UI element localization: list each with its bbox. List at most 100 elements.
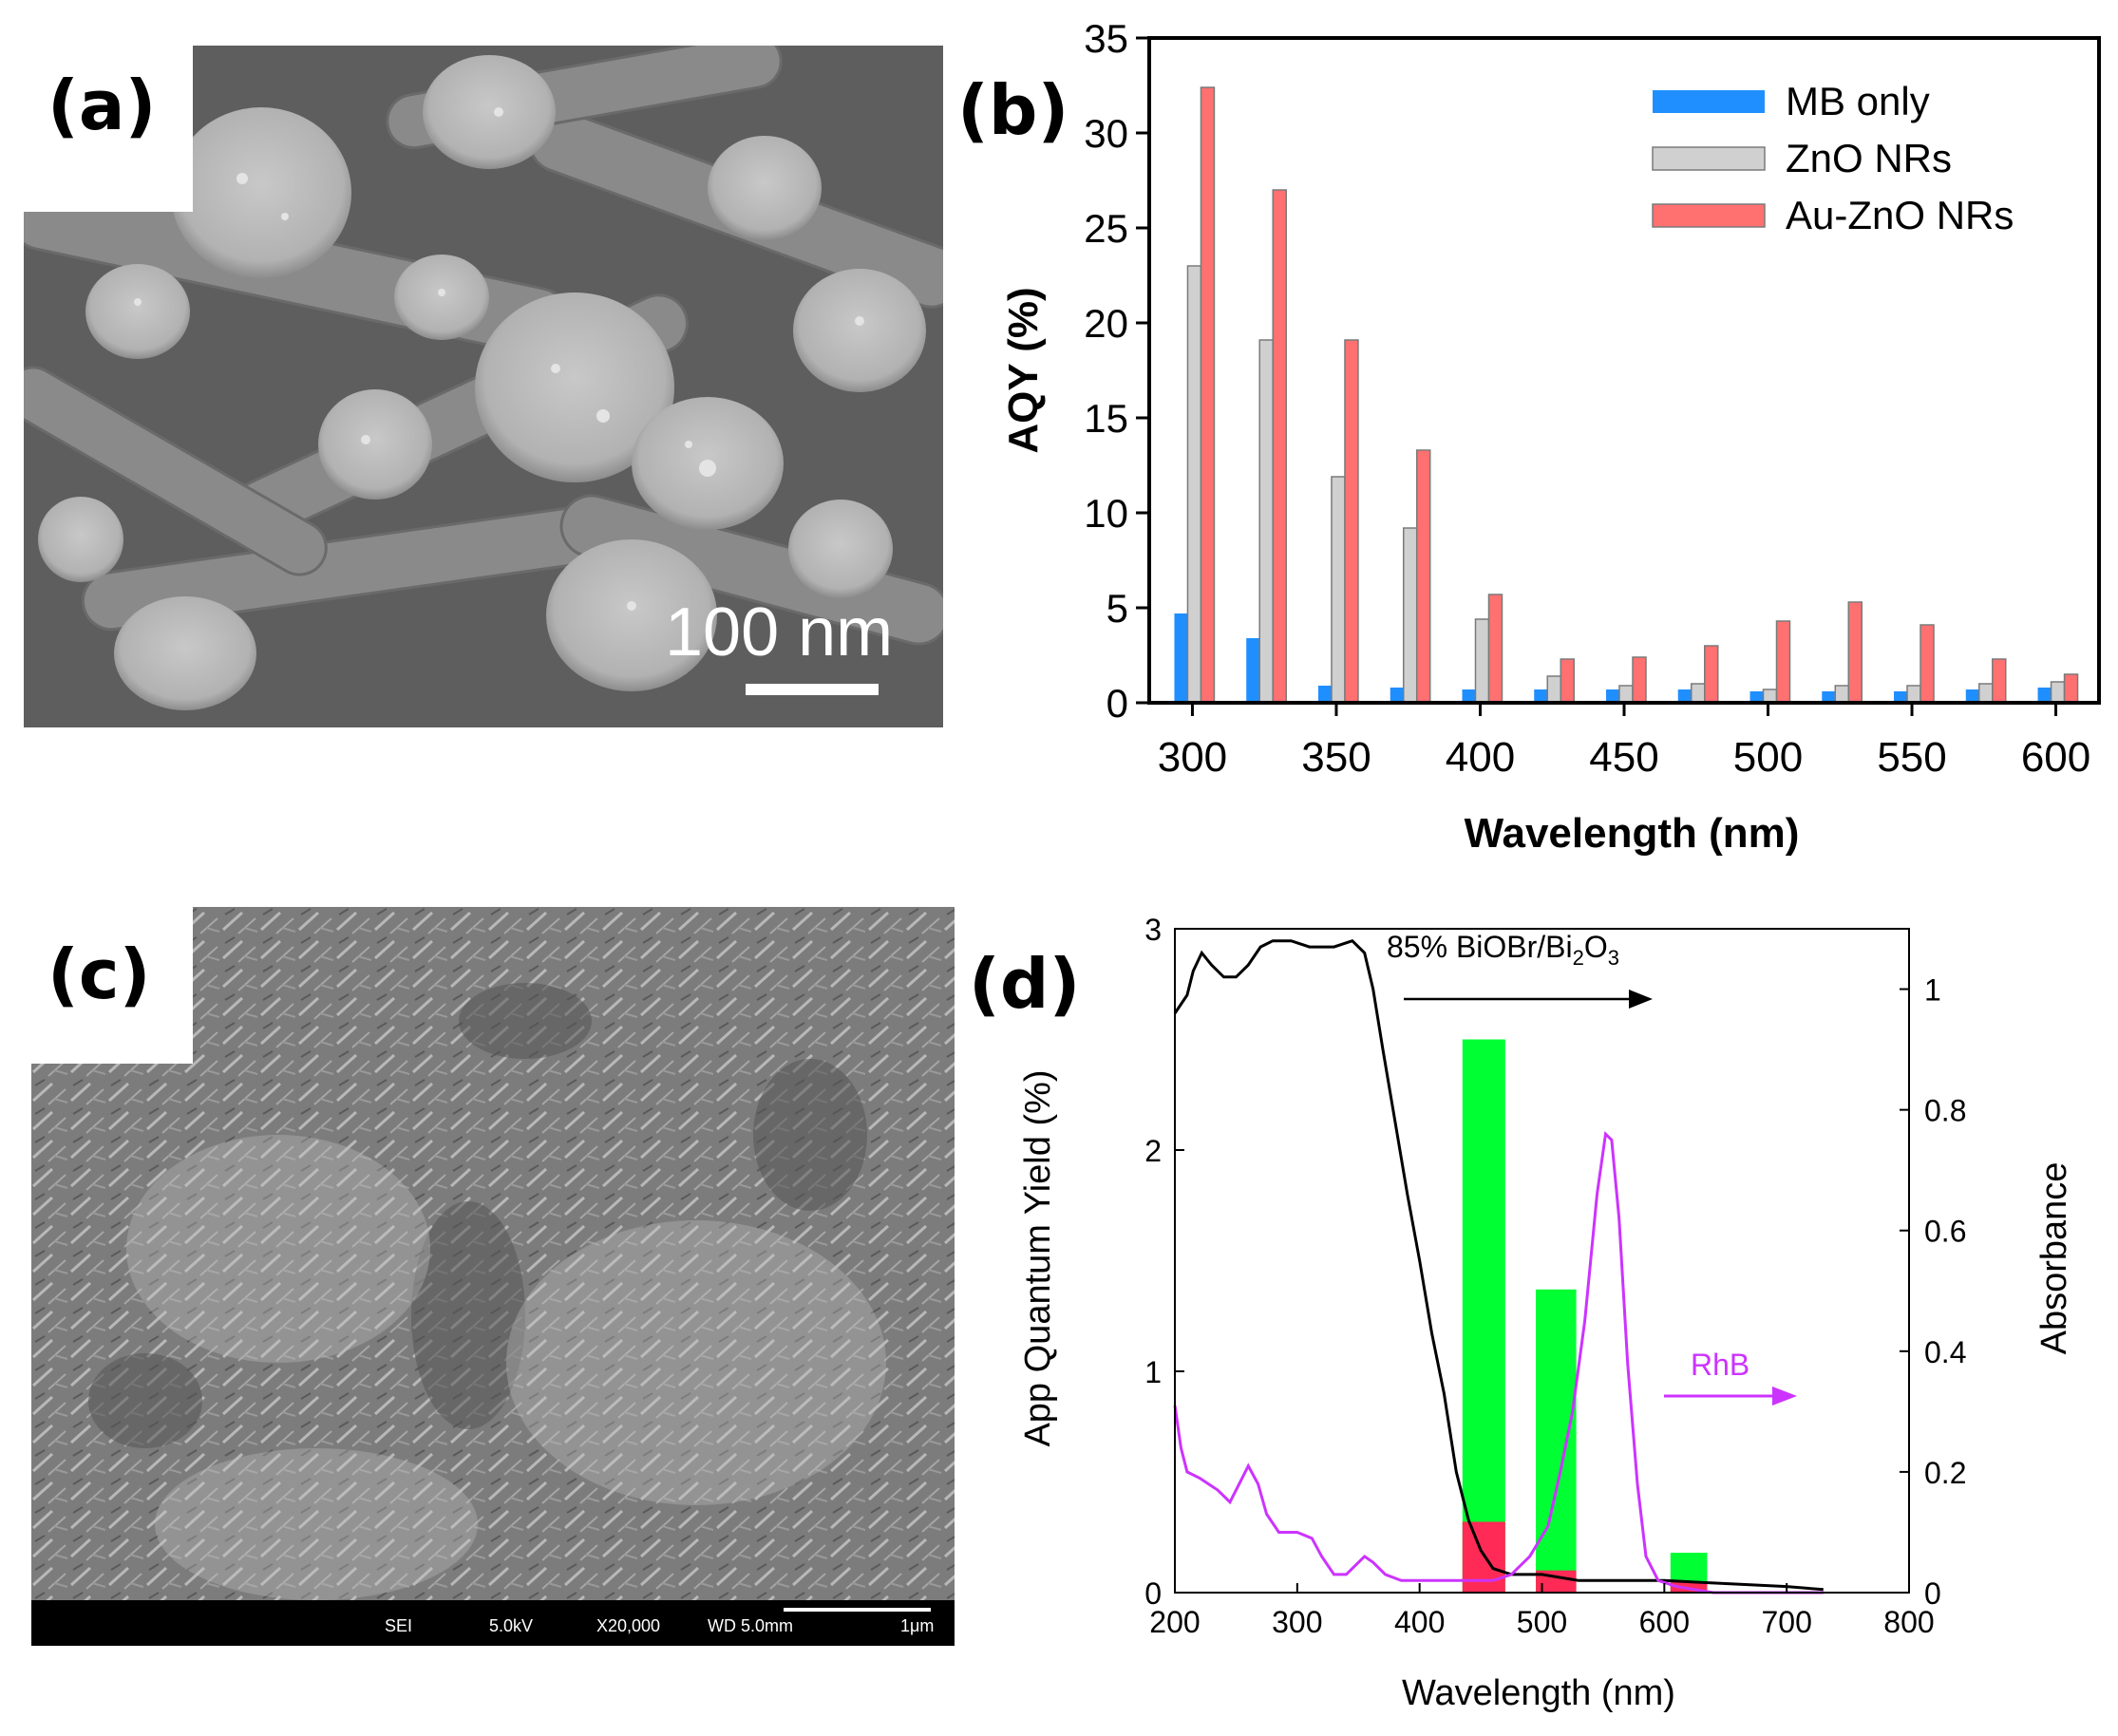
bar: [1919, 624, 1935, 704]
y-tick-label: 25: [1084, 206, 1128, 251]
legend-label: MB only: [1786, 79, 1930, 123]
y-tick-label: 5: [1106, 586, 1128, 631]
bar: [1174, 613, 1188, 703]
x-tick-label: 600: [1639, 1605, 1690, 1639]
x-tick-label: 400: [1394, 1605, 1445, 1639]
x-tick-label: 800: [1883, 1605, 1934, 1639]
x-tick-label: 500: [1733, 734, 1803, 781]
quantum-yield-bar: [1462, 1039, 1505, 1593]
arrow-head-icon: [1772, 1387, 1797, 1406]
bar: [1546, 675, 1561, 704]
quantum-yield-bar: [1536, 1289, 1577, 1593]
x-tick-label: 350: [1301, 734, 1371, 781]
y2-tick-label: 0.2: [1924, 1456, 1966, 1490]
legend-label: Au-ZnO NRs: [1786, 193, 2014, 237]
bar: [1894, 691, 1908, 703]
bar: [1474, 618, 1490, 704]
bar: [1402, 527, 1418, 704]
y-tick-label: 35: [1084, 19, 1128, 61]
panel-label-b: (b): [957, 70, 1069, 150]
bar: [1487, 594, 1503, 704]
y2-tick-label: 0.6: [1924, 1215, 1966, 1249]
curve-label-biobr: 85% BiOBr/Bi2O3: [1387, 930, 1619, 970]
x-tick-label: 700: [1761, 1605, 1811, 1639]
x-tick-label: 300: [1158, 734, 1227, 781]
bar: [1677, 689, 1692, 703]
bar: [1847, 601, 1863, 704]
x-tick-label: 200: [1149, 1605, 1200, 1639]
x-axis-label: Wavelength (nm): [1402, 1673, 1675, 1713]
bar: [1775, 620, 1791, 704]
bar: [1258, 339, 1274, 704]
bar: [1272, 189, 1287, 704]
curve-label-rhb: RhB: [1691, 1348, 1749, 1382]
legend-swatch: [1653, 90, 1765, 113]
bar: [1415, 449, 1431, 704]
scale-bar-label: 100 nm: [665, 594, 894, 670]
info-bar-scale: 1μm: [900, 1616, 934, 1635]
y-tick-label: 3: [1144, 913, 1162, 947]
sem-image-a: [24, 46, 943, 727]
y-tick-label: 30: [1084, 111, 1128, 156]
y2-axis-label: Absorbance: [2034, 1162, 2074, 1355]
bar: [1317, 686, 1332, 703]
bar: [1606, 689, 1619, 703]
y2-tick-label: 0.4: [1924, 1335, 1966, 1369]
bar: [1534, 689, 1548, 703]
bar: [1390, 688, 1404, 703]
bar: [1618, 685, 1634, 704]
bar: [2063, 673, 2079, 704]
y-axis-label: AQY (%): [1000, 287, 1047, 453]
aqy-bar-chart: 0 5 10 15 20 25 30 35 300 350 400 450 500 550 600 Wavel…: [1000, 19, 2101, 857]
y-tick-label: 0: [1106, 681, 1128, 726]
quantum-yield-absorbance-chart: 0 1 2 3 0 0.2 0.4 0.6 0.8 1 200 300 400 500 600 700 800 W…: [1018, 913, 2074, 1713]
bar: [1344, 339, 1359, 704]
info-bar-voltage: 5.0kV: [489, 1616, 533, 1635]
bar: [1762, 689, 1778, 704]
bar: [1186, 265, 1202, 704]
panel-label-d: (d): [969, 944, 1081, 1024]
x-tick-label: 600: [2021, 734, 2090, 781]
x-tick-label: 300: [1272, 1605, 1322, 1639]
x-tick-label: 450: [1589, 734, 1658, 781]
x-axis-label: Wavelength (nm): [1465, 810, 1800, 857]
bar: [1978, 683, 1994, 704]
panel-label-c: (c): [47, 934, 151, 1014]
y-axis-label: App Quantum Yield (%): [1018, 1069, 1058, 1446]
y-tick-label: 15: [1084, 396, 1128, 441]
quantum-yield-bar-rhb: [1670, 1581, 1708, 1593]
bar: [2037, 688, 2052, 703]
bar: [1834, 685, 1850, 704]
legend-label: ZnO NRs: [1786, 136, 1952, 180]
x-tick-label: 500: [1517, 1605, 1567, 1639]
y-tick-label: 0: [1144, 1576, 1162, 1611]
bar: [1200, 86, 1216, 704]
bar: [1749, 691, 1764, 703]
y-tick-label: 2: [1144, 1134, 1162, 1168]
bar: [1965, 689, 1979, 703]
legend-swatch: [1652, 146, 1766, 171]
info-bar-mode: SEI: [385, 1616, 412, 1635]
bar: [1822, 691, 1836, 703]
bar: [1992, 658, 2007, 704]
y-tick-label: 20: [1084, 301, 1128, 346]
bar: [1704, 645, 1719, 704]
bar: [1462, 689, 1476, 703]
bar: [1632, 656, 1647, 704]
arrow-head-icon: [1629, 990, 1653, 1009]
bar: [1906, 685, 1921, 704]
plot-frame: [1147, 36, 2101, 705]
y-tick-label: 1: [1144, 1355, 1162, 1389]
info-bar-magnification: X20,000: [596, 1616, 660, 1635]
info-bar-wd: WD 5.0mm: [708, 1616, 793, 1635]
panel-label-a: (a): [47, 66, 157, 145]
absorbance-line: [1173, 938, 1824, 1592]
y-tick-label: 10: [1084, 491, 1128, 536]
legend-swatch: [1652, 203, 1766, 228]
absorbance-line: [1173, 1130, 1824, 1594]
bar: [1560, 658, 1575, 704]
bar: [1246, 638, 1260, 703]
bar: [1331, 476, 1346, 704]
x-tick-label: 550: [1877, 734, 1946, 781]
bar: [1691, 683, 1706, 704]
